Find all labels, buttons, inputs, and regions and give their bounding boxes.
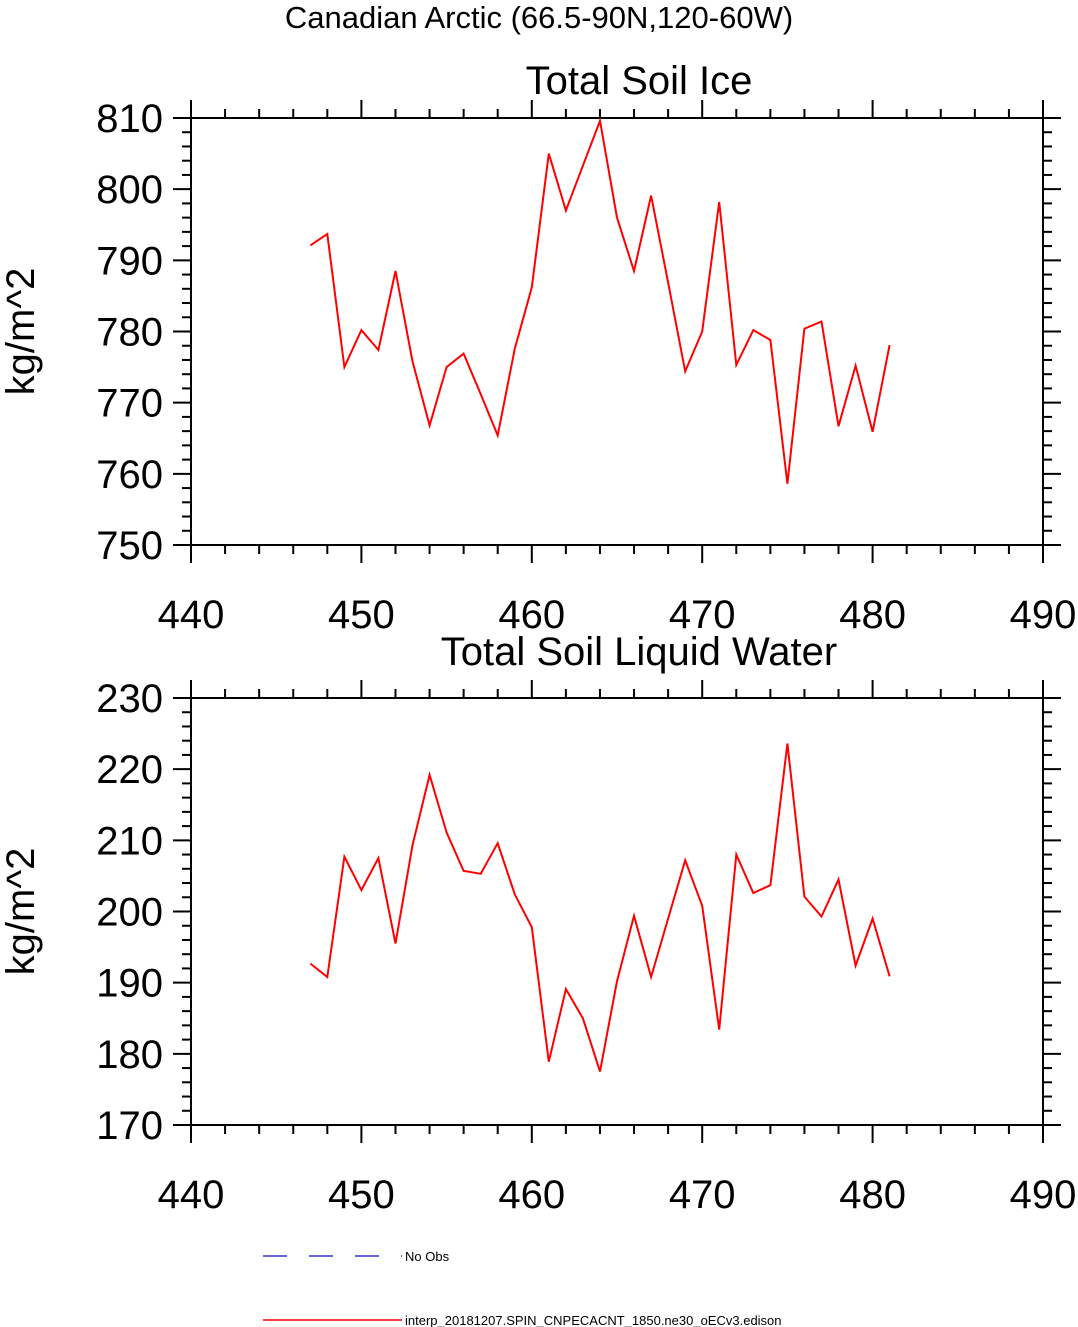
y-tick-label: 790 — [96, 239, 163, 283]
y-tick-label: 750 — [96, 524, 163, 568]
x-tick-label: 450 — [328, 593, 395, 637]
panel-total-soil-ice: Total Soil Ice kg/m^2 440 450 460 470 480 490 75… — [0, 59, 1076, 637]
y-tick-label: 200 — [96, 891, 163, 935]
x-tick-label: 490 — [1010, 593, 1077, 637]
y-tick-label: 210 — [96, 819, 163, 863]
y-tick-label: 770 — [96, 382, 163, 426]
panel-title: Total Soil Ice — [526, 59, 753, 103]
x-tick-label: 460 — [498, 593, 565, 637]
figure-title: Canadian Arctic (66.5-90N,120-60W) — [284, 0, 794, 35]
y-axis-label: kg/m^2 — [0, 848, 43, 976]
y-tick-label: 780 — [96, 311, 163, 355]
series-line — [309, 743, 891, 1072]
plot-frame — [190, 697, 1044, 1126]
panel-total-soil-liquid-water: Total Soil Liquid Water kg/m^2 440 450 460 47… — [0, 630, 1076, 1217]
x-tick-label: 470 — [669, 1173, 736, 1217]
x-tick-label: 440 — [158, 1173, 225, 1217]
series-line — [309, 117, 891, 484]
y-tick-label: 800 — [96, 168, 163, 212]
y-tick-label: 220 — [96, 748, 163, 792]
plot-frame — [190, 117, 1044, 546]
y-tick-label: 180 — [96, 1033, 163, 1077]
x-tick-label: 490 — [1010, 1173, 1077, 1217]
legend-label: interp_20181207.SPIN_CNPECACNT_1850.ne30… — [405, 1313, 782, 1327]
y-tick-label: 760 — [96, 453, 163, 497]
x-tick-label: 470 — [669, 593, 736, 637]
x-tick-label: 480 — [839, 593, 906, 637]
panel-title: Total Soil Liquid Water — [441, 630, 837, 674]
y-tick-label: 810 — [96, 97, 163, 141]
legend-label: No Obs — [405, 1249, 450, 1264]
x-tick-label: 450 — [328, 1173, 395, 1217]
y-tick-label: 230 — [96, 677, 163, 721]
legend: No Obs interp_20181207.SPIN_CNPECACNT_185… — [263, 1249, 782, 1327]
y-tick-label: 170 — [96, 1104, 163, 1148]
x-tick-label: 480 — [839, 1173, 906, 1217]
x-tick-label: 440 — [158, 593, 225, 637]
y-axis-label: kg/m^2 — [0, 268, 43, 396]
y-tick-label: 190 — [96, 962, 163, 1006]
x-tick-label: 460 — [498, 1173, 565, 1217]
